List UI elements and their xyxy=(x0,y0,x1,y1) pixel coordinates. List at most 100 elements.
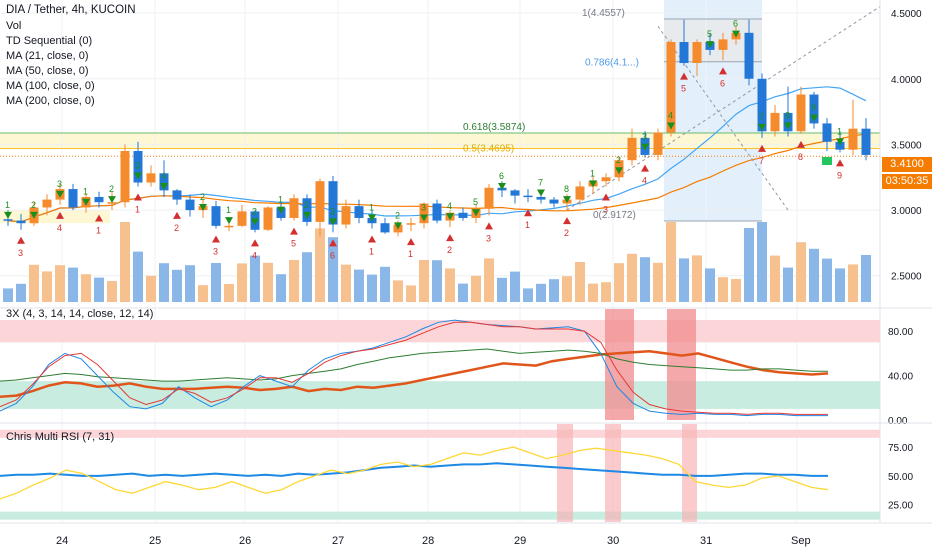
volume-bar xyxy=(94,277,104,302)
volume-bar xyxy=(614,263,624,302)
candle-body xyxy=(185,199,195,211)
td-count-label: 1 xyxy=(408,249,413,259)
volume-bar xyxy=(120,222,130,302)
oscillator-line xyxy=(0,348,828,382)
td-count-label: 9 xyxy=(837,170,842,180)
candle-body xyxy=(406,223,416,225)
td-count-label: 1 xyxy=(525,220,530,230)
td-count-label: 4 xyxy=(447,201,452,211)
candle-body xyxy=(848,128,858,150)
td-count-label: 5 xyxy=(291,239,296,249)
volume-bar xyxy=(861,255,871,302)
td-down-arrow xyxy=(784,122,792,130)
rsi-line xyxy=(0,462,828,477)
td-count-label: 3 xyxy=(57,179,62,189)
candle-body xyxy=(484,187,494,209)
price-tick-label: 2.5000 xyxy=(891,272,922,283)
volume-bar xyxy=(159,263,169,302)
volume-bar xyxy=(731,279,741,302)
volume-bar xyxy=(588,283,598,302)
oscillator-line xyxy=(0,349,829,398)
td-count-label: 1 xyxy=(83,187,88,197)
candle-body xyxy=(380,223,390,233)
td-down-arrow xyxy=(732,30,740,38)
indicator-tick-label: 40.00 xyxy=(888,372,913,383)
fib-label: 0.5(3.4695) xyxy=(463,143,514,154)
volume-bar xyxy=(315,228,325,302)
td-count-label: 5 xyxy=(707,29,712,39)
candle-body xyxy=(289,198,299,218)
indicator-tick-label: 0.00 xyxy=(888,416,908,427)
td-count-label: 8 xyxy=(785,111,790,121)
volume-bar xyxy=(81,274,91,302)
legend-ma21[interactable]: MA (21, close, 0) xyxy=(6,50,89,62)
td-count-label: 7 xyxy=(538,178,543,188)
legend-vol[interactable]: Vol xyxy=(6,20,22,32)
candle-body xyxy=(3,219,13,221)
panel2-title[interactable]: 3X (4, 3, 14, 14, close, 12, 14) xyxy=(6,308,154,320)
volume-bar xyxy=(549,279,559,302)
candle-body xyxy=(146,173,156,183)
td-count-label: 6 xyxy=(499,171,504,181)
td-up-arrow xyxy=(524,209,532,217)
td-count-label: 2 xyxy=(174,223,179,233)
td-down-arrow xyxy=(420,214,428,222)
current-candle xyxy=(822,157,832,165)
candle-body xyxy=(94,196,104,203)
volume-bar xyxy=(146,275,156,302)
legend-ma100[interactable]: MA (100, close, 0) xyxy=(6,80,95,92)
td-count-label: 3 xyxy=(642,132,647,142)
td-count-label: 2 xyxy=(31,200,36,210)
volume-bar xyxy=(354,269,364,302)
td-down-arrow xyxy=(368,214,376,222)
volume-bar xyxy=(133,251,143,302)
panel3-title[interactable]: Chris Multi RSI (7, 31) xyxy=(6,431,115,443)
volume-bar xyxy=(484,258,494,302)
candle-body xyxy=(627,137,637,161)
volume-bar xyxy=(575,262,585,302)
td-up-arrow xyxy=(758,144,766,152)
td-up-arrow xyxy=(56,211,64,219)
volume-bar xyxy=(289,260,299,302)
fib-yellow-zone xyxy=(0,132,880,149)
td-down-arrow xyxy=(589,180,597,188)
candle-body xyxy=(211,206,221,226)
volume-bar xyxy=(562,276,572,302)
candle-body xyxy=(432,203,442,221)
volume-bar xyxy=(510,271,520,302)
fib-label: 1(4.4557) xyxy=(582,8,625,19)
td-up-arrow xyxy=(563,217,571,225)
candle-body xyxy=(16,220,26,224)
candle-body xyxy=(523,195,533,198)
candle-body xyxy=(718,39,728,50)
td-down-arrow xyxy=(615,167,623,175)
volume-bar xyxy=(666,222,676,302)
td-down-arrow xyxy=(329,218,337,226)
td-count-label: 4 xyxy=(57,223,62,233)
td-down-arrow xyxy=(394,222,402,230)
td-up-arrow xyxy=(641,164,649,172)
legend-ma200[interactable]: MA (200, close, 0) xyxy=(6,95,95,107)
td-count-label: 7 xyxy=(759,112,764,122)
chart-title: DIA / Tether, 4h, KUCOIN xyxy=(6,4,136,16)
td-up-arrow xyxy=(212,235,220,243)
candle-body xyxy=(172,190,182,200)
price-tick-label: 3.0000 xyxy=(891,206,922,217)
td-up-arrow xyxy=(329,239,337,247)
volume-bar xyxy=(809,248,819,302)
td-count-label: 6 xyxy=(720,78,725,88)
signal-highlight xyxy=(667,309,696,420)
candle-body xyxy=(744,32,754,79)
td-down-arrow xyxy=(446,213,454,221)
indicator-zone xyxy=(0,511,880,520)
candle-body xyxy=(458,212,468,218)
legend-ma50[interactable]: MA (50, close, 0) xyxy=(6,65,89,77)
candle-body xyxy=(757,78,767,132)
legend-td-sequential[interactable]: TD Sequential (0) xyxy=(6,35,93,47)
volume-bar xyxy=(445,268,455,302)
td-up-arrow xyxy=(407,238,415,246)
volume-bar xyxy=(601,282,611,302)
td-up-arrow xyxy=(290,227,298,235)
